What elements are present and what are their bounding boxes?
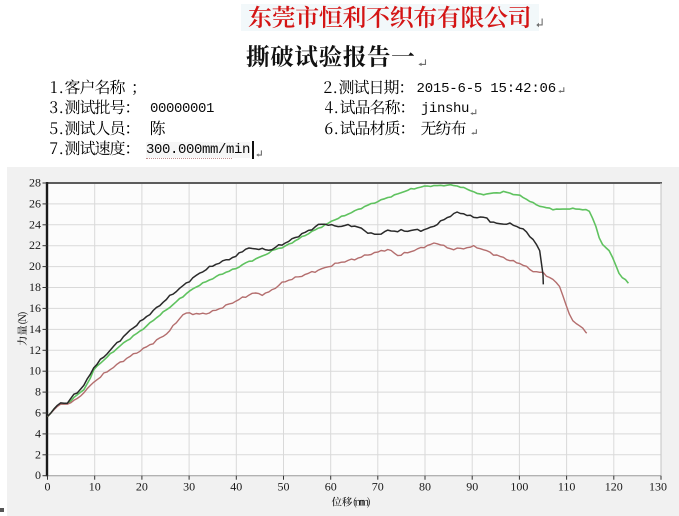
svg-text:22: 22 (29, 238, 41, 252)
svg-text:8: 8 (35, 385, 41, 399)
svg-text:40: 40 (230, 480, 242, 494)
svg-text:18: 18 (29, 280, 41, 294)
svg-text:60: 60 (325, 480, 337, 494)
svg-text:10: 10 (89, 480, 101, 494)
svg-text:6: 6 (35, 406, 41, 420)
svg-text:120: 120 (605, 480, 623, 494)
svg-text:20: 20 (29, 259, 41, 273)
svg-text:0: 0 (45, 480, 51, 494)
svg-text:30: 30 (183, 480, 195, 494)
svg-text:110: 110 (558, 480, 576, 494)
svg-text:0: 0 (35, 468, 41, 482)
svg-text:14: 14 (29, 322, 41, 336)
svg-text:90: 90 (466, 480, 478, 494)
svg-text:130: 130 (649, 480, 667, 494)
svg-text:20: 20 (136, 480, 148, 494)
svg-text:10: 10 (29, 364, 41, 378)
svg-text:4: 4 (35, 426, 41, 440)
svg-text:28: 28 (29, 176, 41, 190)
svg-text:2: 2 (35, 447, 41, 461)
svg-text:50: 50 (278, 480, 290, 494)
svg-text:12: 12 (29, 343, 41, 357)
svg-text:26: 26 (29, 196, 41, 210)
svg-text:100: 100 (510, 480, 528, 494)
svg-text:70: 70 (372, 480, 384, 494)
svg-text:80: 80 (419, 480, 431, 494)
svg-text:16: 16 (29, 301, 41, 315)
svg-text:24: 24 (29, 217, 41, 231)
